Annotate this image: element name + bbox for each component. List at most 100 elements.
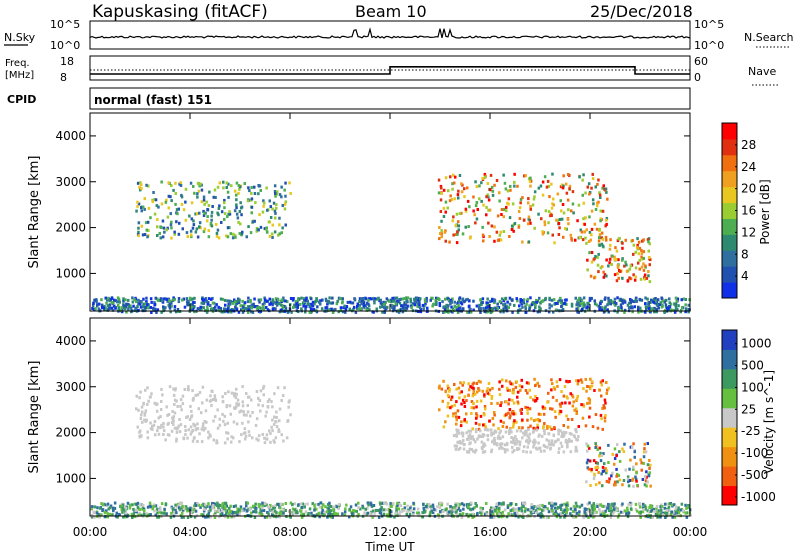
data-cell [280,195,283,199]
data-cell [105,301,108,305]
data-cell [193,515,197,519]
data-cell [561,511,565,515]
data-cell [490,396,494,400]
data-cell [150,311,153,314]
data-cell [555,218,558,222]
data-cell [493,411,496,414]
data-cell [566,508,569,512]
data-cell [341,301,344,305]
data-cell [134,298,138,302]
data-cell [326,300,330,304]
data-cell [235,299,238,303]
data-cell [159,415,162,419]
data-cell [206,215,209,219]
data-cell [280,399,283,402]
data-cell [251,220,255,224]
data-cell [635,509,639,513]
data-cell [263,201,266,205]
data-cell [194,310,197,314]
data-cell [228,302,232,306]
data-cell [467,310,470,314]
data-cell [565,227,568,231]
data-cell [527,215,531,219]
data-cell [293,502,297,506]
data-cell [419,307,423,311]
data-cell [249,414,252,418]
data-cell [615,302,618,305]
data-cell [687,308,691,311]
data-cell [379,298,382,302]
data-cell [153,212,157,216]
data-cell [275,303,279,307]
data-cell [503,508,507,512]
data-cell [172,419,175,423]
data-cell [513,442,517,446]
data-cell [269,440,272,444]
data-cell [446,401,450,405]
data-cell [157,416,160,420]
data-cell [201,297,204,301]
data-cell [156,308,160,312]
data-cell [575,511,579,515]
data-cell [156,515,159,519]
data-cell [529,450,532,454]
data-cell [322,503,325,507]
data-cell [195,212,199,216]
data-cell [212,419,215,423]
data-cell [673,302,676,306]
data-cell [640,468,643,472]
data-cell [647,474,651,478]
data-cell [508,380,512,384]
data-cell [397,300,400,304]
data-cell [315,507,318,511]
data-cell [156,234,159,237]
data-cell [500,308,503,312]
data-cell [503,181,507,185]
data-cell [469,429,473,433]
data-cell [501,510,504,514]
data-cell [217,503,220,507]
data-cell [596,426,600,430]
data-cell [231,301,235,305]
data-cell [559,429,562,433]
data-cell [140,434,143,438]
data-cell [611,471,614,475]
data-cell [458,446,462,450]
data-cell [447,386,450,390]
data-cell [477,379,481,383]
data-cell [159,408,163,411]
data-cell [483,393,486,397]
data-cell [526,445,529,449]
data-cell [631,310,634,314]
data-cell [550,388,553,392]
data-cell [538,296,541,300]
data-cell [168,302,171,306]
data-cell [263,301,266,305]
data-cell [580,307,584,311]
data-cell [600,300,603,304]
data-cell [674,507,678,511]
data-cell [397,507,400,511]
data-cell [273,209,277,213]
data-cell [280,185,283,189]
data-cell [165,298,168,301]
data-cell [151,424,154,428]
data-cell [189,181,193,185]
data-cell [605,469,608,473]
data-cell [594,442,597,446]
data-cell [493,442,496,446]
data-cell [524,305,527,309]
data-cell [212,195,215,199]
data-cell [609,299,613,303]
data-cell [449,513,452,517]
data-cell [139,390,142,394]
data-cell [460,211,463,215]
data-cell [613,273,617,277]
data-cell [611,511,615,515]
data-cell [517,210,521,213]
data-cell [496,512,499,516]
data-cell [234,305,237,309]
data-cell [673,503,676,507]
data-cell [613,509,616,513]
data-cell [464,207,468,211]
